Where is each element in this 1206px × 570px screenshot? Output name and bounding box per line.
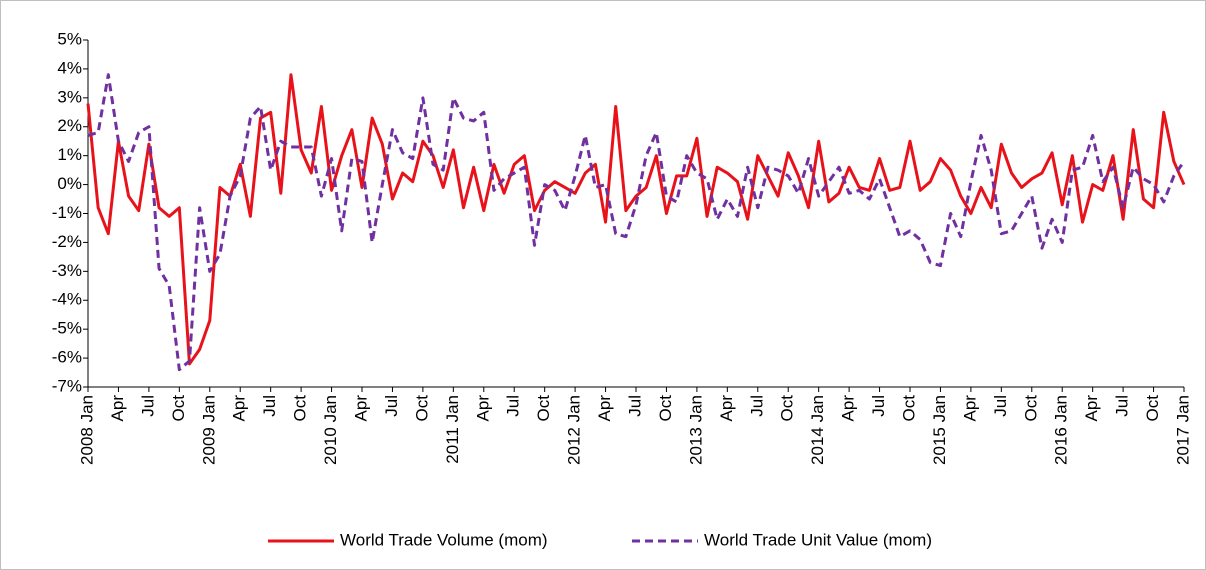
- x-tick-label: Apr: [1082, 395, 1101, 422]
- x-tick-label: Apr: [960, 395, 979, 422]
- x-tick-label: Jul: [625, 395, 644, 417]
- legend-label: World Trade Unit Value (mom): [704, 530, 932, 549]
- x-tick-label: Apr: [230, 395, 249, 422]
- legend-label: World Trade Volume (mom): [340, 530, 548, 549]
- y-tick-label: -7%: [52, 376, 82, 395]
- x-tick-label: Apr: [839, 395, 858, 422]
- x-tick-label: 2009 Jan: [199, 395, 218, 465]
- x-tick-label: Oct: [534, 395, 553, 422]
- x-tick-label: Oct: [1143, 395, 1162, 422]
- x-tick-label: 2015 Jan: [930, 395, 949, 465]
- x-tick-label: Apr: [595, 395, 614, 422]
- x-tick-label: Jul: [1113, 395, 1132, 417]
- x-tick-label: 2013 Jan: [686, 395, 705, 465]
- x-tick-label: Apr: [108, 395, 127, 422]
- x-tick-label: 2008 Jan: [77, 395, 96, 465]
- x-tick-label: Oct: [899, 395, 918, 422]
- x-tick-label: 2011 Jan: [443, 395, 462, 464]
- x-tick-label: Oct: [778, 395, 797, 422]
- y-tick-label: 2%: [57, 116, 82, 135]
- y-tick-label: 4%: [57, 58, 82, 77]
- x-tick-label: Jul: [260, 395, 279, 417]
- x-tick-label: Jul: [382, 395, 401, 417]
- x-tick-label: 2014 Jan: [808, 395, 827, 465]
- x-tick-label: 2017 Jan: [1173, 395, 1192, 465]
- x-tick-label: Apr: [351, 395, 370, 422]
- series-line: [86, 73, 1186, 366]
- y-tick-label: -6%: [52, 348, 82, 367]
- y-tick-label: -4%: [52, 290, 82, 309]
- x-tick-label: Oct: [291, 395, 310, 422]
- x-tick-label: Jul: [747, 395, 766, 417]
- y-tick-label: -1%: [52, 203, 82, 222]
- x-tick-label: Jul: [991, 395, 1010, 417]
- x-tick-label: Oct: [169, 395, 188, 422]
- x-tick-label: Apr: [717, 395, 736, 422]
- x-tick-label: 2012 Jan: [565, 395, 584, 465]
- y-tick-label: 5%: [57, 29, 82, 48]
- x-tick-label: Jul: [504, 395, 523, 417]
- y-tick-label: -5%: [52, 319, 82, 338]
- x-tick-label: Oct: [412, 395, 431, 422]
- y-tick-label: 0%: [57, 174, 82, 193]
- x-tick-label: Jul: [869, 395, 888, 417]
- x-tick-label: 2016 Jan: [1052, 395, 1071, 465]
- y-tick-label: -3%: [52, 261, 82, 280]
- y-tick-label: 1%: [57, 145, 82, 164]
- x-tick-label: Oct: [1021, 395, 1040, 422]
- series-line: [87, 73, 1186, 372]
- x-tick-label: Oct: [656, 395, 675, 422]
- y-tick-label: -2%: [52, 232, 82, 251]
- y-tick-label: 3%: [57, 87, 82, 106]
- x-tick-label: Jul: [138, 395, 157, 417]
- x-tick-label: 2010 Jan: [321, 395, 340, 465]
- x-tick-label: Apr: [473, 395, 492, 422]
